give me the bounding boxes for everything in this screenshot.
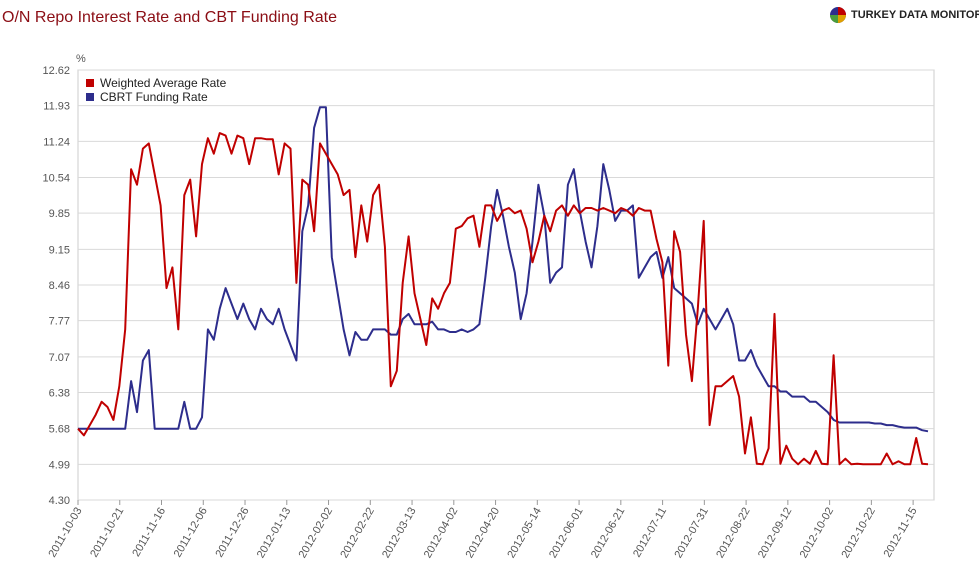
x-tick-label: 2012-06-21	[589, 506, 628, 561]
y-tick-label: 10.54	[42, 173, 70, 185]
x-tick-label: 2012-04-02	[422, 506, 461, 561]
legend-label: Weighted Average Rate	[100, 76, 227, 90]
x-tick-label: 2012-02-22	[338, 506, 377, 561]
y-tick-label: 12.62	[42, 65, 70, 77]
x-tick-label: 2012-07-31	[672, 506, 711, 561]
x-tick-label: 2011-12-06	[172, 506, 210, 560]
y-tick-label: 5.68	[49, 424, 70, 436]
legend-label: CBRT Funding Rate	[100, 90, 208, 104]
chart-title: O/N Repo Interest Rate and CBT Funding R…	[2, 9, 337, 26]
brand-text: TURKEY DATA MONITOR	[851, 9, 979, 21]
series-line-cbrt-funding-rate	[78, 106, 929, 433]
x-tick-label: 2012-10-22	[839, 506, 878, 561]
y-axis-ticks: 4.30 4.99 5.68 6.38 7.07 7.77 8.46 9.15 9.85 10.5…	[42, 65, 70, 507]
y-tick-label: 9.15	[49, 244, 70, 256]
brand-logo: TURKEY DATA MONITOR	[829, 5, 979, 25]
x-tick-label: 2011-12-26	[214, 506, 252, 560]
series-line-weighted-average-rate	[77, 132, 929, 466]
x-tick-label: 2012-03-13	[380, 506, 419, 561]
y-tick-label: 9.85	[49, 208, 70, 220]
pie-logo-icon	[830, 7, 846, 23]
x-tick-label: 2012-11-15	[882, 506, 920, 560]
y-tick-label: 7.77	[49, 316, 70, 328]
x-tick-label: 2012-05-14	[505, 506, 544, 561]
x-tick-label: 2012-10-02	[798, 506, 837, 561]
x-tick-label: 2011-10-03	[46, 506, 84, 560]
legend-swatch	[86, 93, 94, 101]
x-tick-label: 2011-10-21	[88, 506, 126, 560]
x-tick-label: 2011-11-16	[130, 506, 168, 559]
series-layer	[77, 106, 929, 466]
legend-swatch	[86, 79, 94, 87]
y-tick-label: 7.07	[49, 352, 70, 364]
x-tick-label: 2012-04-20	[464, 506, 503, 561]
y-tick-label: 4.30	[49, 495, 70, 507]
x-tick-label: 2012-09-12	[756, 506, 795, 561]
y-tick-label: 6.38	[49, 388, 70, 400]
y-tick-label: 11.93	[43, 101, 70, 113]
y-axis-label: %	[76, 53, 86, 65]
grid	[77, 69, 935, 501]
x-tick-label: 2012-01-13	[255, 506, 294, 561]
x-tick-label: 2012-02-02	[297, 506, 336, 561]
y-tick-label: 11.24	[43, 136, 70, 148]
x-tick-label: 2012-06-01	[547, 506, 586, 561]
x-tick-label: 2012-08-22	[714, 506, 753, 561]
x-tick-label: 2012-07-11	[631, 506, 669, 560]
y-tick-label: 8.46	[49, 280, 70, 292]
x-axis-ticks: 2011-10-03 2011-10-21 2011-11-16 2011-12-06…	[46, 500, 920, 561]
y-tick-label: 4.99	[49, 459, 70, 471]
